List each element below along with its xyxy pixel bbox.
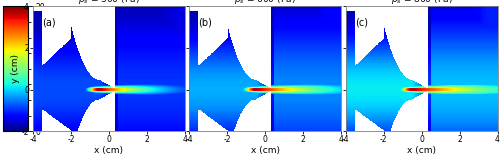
X-axis label: x (cm): x (cm)	[94, 146, 124, 155]
Y-axis label: y (cm): y (cm)	[11, 54, 20, 83]
X-axis label: x (cm): x (cm)	[251, 146, 280, 155]
Text: (a): (a)	[42, 18, 56, 27]
Text: (c): (c)	[355, 18, 368, 27]
X-axis label: x (cm): x (cm)	[407, 146, 436, 155]
Text: (b): (b)	[198, 18, 212, 27]
Title: $p_s$ = 300 (Pa): $p_s$ = 300 (Pa)	[78, 0, 140, 6]
Title: $p_s$ = 860 (Pa): $p_s$ = 860 (Pa)	[391, 0, 452, 6]
Y-axis label: $\bar{V}_{\mathrm{mag}}$ (m/s): $\bar{V}_{\mathrm{mag}}$ (m/s)	[56, 45, 70, 93]
Title: $p_s$ = 600 (Pa): $p_s$ = 600 (Pa)	[234, 0, 296, 6]
